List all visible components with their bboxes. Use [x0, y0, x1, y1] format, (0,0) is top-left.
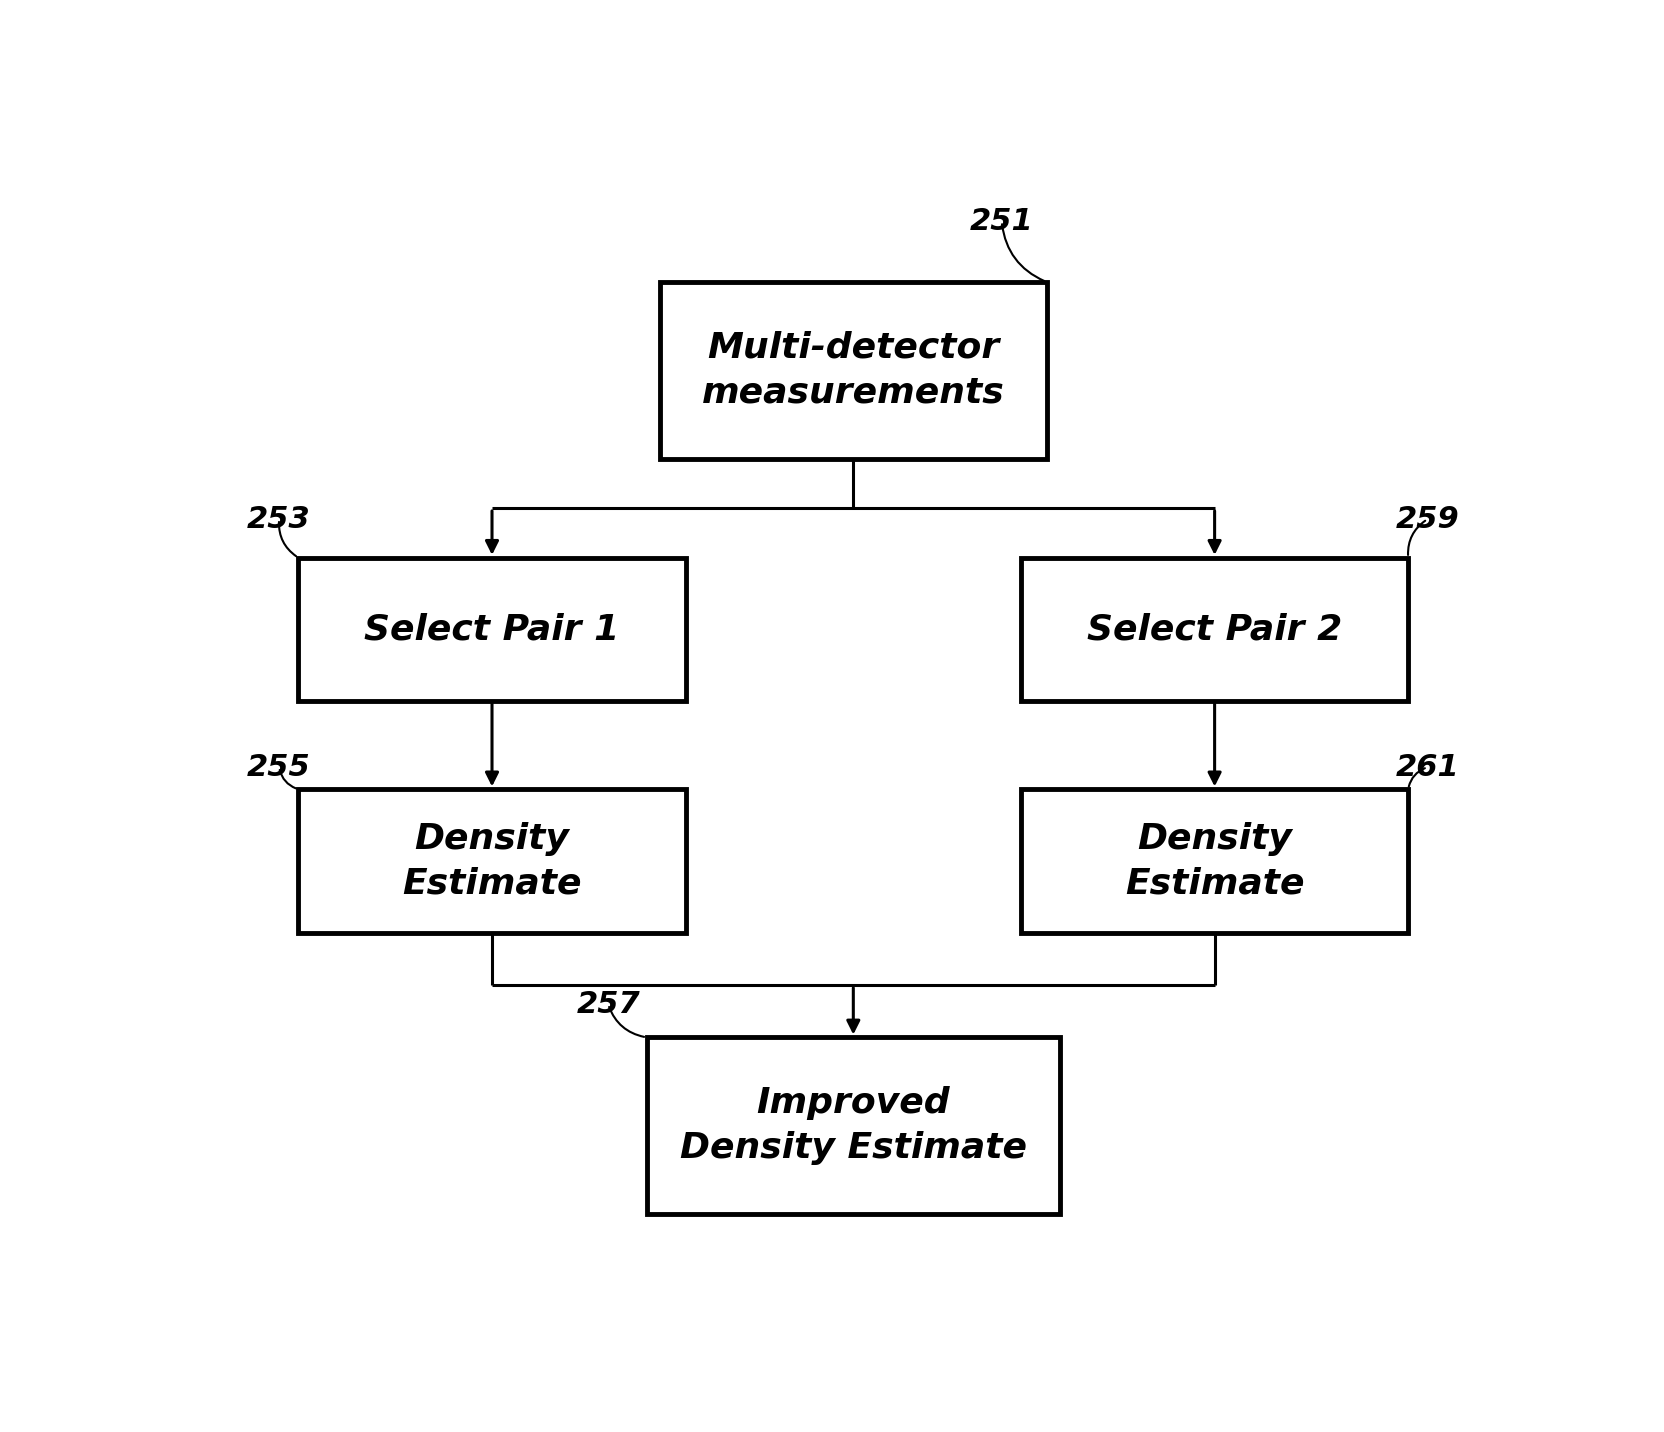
Text: 253: 253	[246, 504, 311, 534]
Bar	[298, 557, 686, 702]
Text: Density
Estimate: Density Estimate	[403, 822, 581, 901]
Text: 255: 255	[246, 753, 311, 782]
Text: Improved
Density Estimate: Improved Density Estimate	[679, 1087, 1027, 1166]
Text: 261: 261	[1394, 753, 1459, 782]
Text: Select Pair 1: Select Pair 1	[364, 613, 619, 646]
Bar	[659, 282, 1047, 458]
Text: Multi-detector
measurements: Multi-detector measurements	[702, 331, 1003, 410]
Bar	[646, 1037, 1058, 1214]
Text: 259: 259	[1394, 504, 1459, 534]
Text: Select Pair 2: Select Pair 2	[1087, 613, 1341, 646]
Bar	[298, 789, 686, 932]
Bar	[1020, 789, 1408, 932]
Text: Density
Estimate: Density Estimate	[1125, 822, 1303, 901]
Text: 251: 251	[968, 208, 1033, 236]
Text: 257: 257	[576, 990, 639, 1018]
Bar	[1020, 557, 1408, 702]
